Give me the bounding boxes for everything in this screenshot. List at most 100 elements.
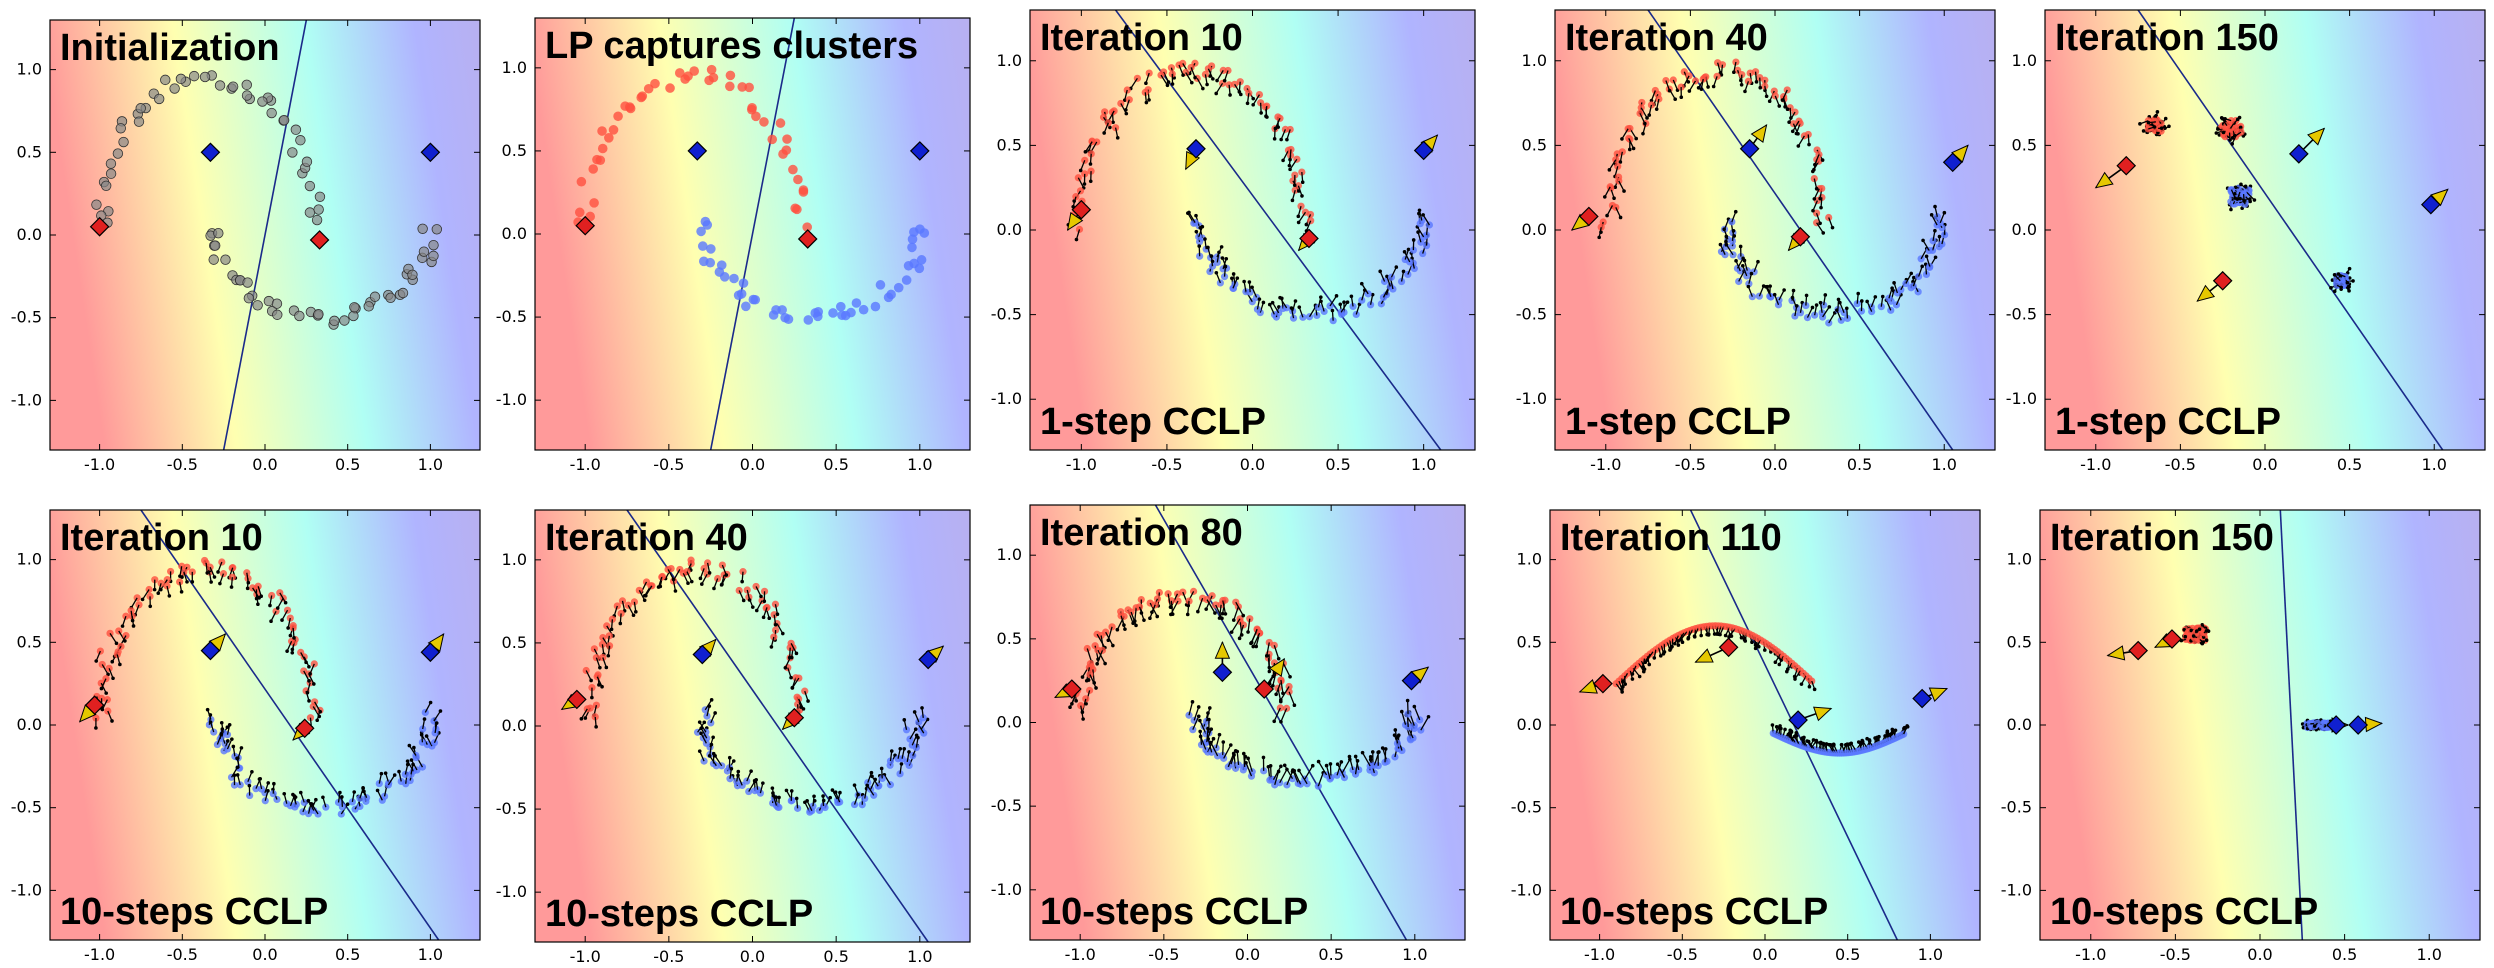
arrow-tip: [1170, 612, 1175, 616]
arrow-tip: [2346, 285, 2350, 290]
arrow-tip: [2204, 629, 2209, 633]
data-point: [133, 116, 145, 127]
data-point: [252, 300, 263, 311]
arrow-tip: [1144, 100, 1149, 105]
arrow-tip: [1220, 256, 1225, 260]
arrow-tip: [609, 627, 614, 632]
plot-area: [2106, 510, 2384, 940]
arrow-tip: [707, 571, 712, 575]
gradient-arrow: [308, 673, 315, 685]
data-point: [914, 263, 925, 274]
gradient-arrow: [1379, 271, 1386, 282]
data-point: [846, 307, 856, 318]
data-point: [401, 770, 409, 779]
arrow-tip: [754, 608, 759, 613]
arrow-tip: [232, 773, 237, 777]
arrow-tip: [1376, 750, 1380, 755]
gradient-arrow: [871, 775, 879, 787]
arrow-tip: [1662, 650, 1667, 654]
arrow-tip: [2163, 116, 2168, 121]
data-point: [220, 254, 231, 265]
gradient-arrow: [100, 682, 107, 694]
arrow-tip: [2347, 289, 2351, 293]
arrow-tip: [1304, 222, 1309, 227]
gradient-arrow: [286, 640, 293, 652]
y-tick-label: -1.0: [2006, 389, 2037, 408]
arrow-tip: [2214, 131, 2219, 135]
arrow-tip: [110, 719, 114, 723]
data-point: [741, 301, 751, 312]
label-arrow-head: [1928, 687, 1949, 702]
arrow-tip: [140, 597, 145, 602]
data-point: [608, 125, 619, 135]
gradient-arrow: [686, 571, 693, 582]
data-point: [1189, 726, 1197, 734]
arrow-tip: [736, 769, 741, 774]
labeled-point-red: [2212, 270, 2233, 291]
arrow-tip: [1257, 297, 1262, 301]
gradient-arrow: [1282, 663, 1291, 678]
arrow-tip: [1620, 137, 1624, 141]
gradient-arrow: [1284, 764, 1294, 780]
gradient-arrow: [2245, 191, 2255, 201]
arrow-tip: [1185, 612, 1190, 617]
gradient-arrow: [1621, 128, 1629, 140]
arrow-tip: [1676, 643, 1681, 647]
arrow-tip: [256, 602, 260, 607]
arrow-tip: [1111, 120, 1115, 125]
arrow-tip: [120, 624, 125, 628]
arrow-tip: [1727, 635, 1731, 639]
gradient-arrow: [699, 721, 707, 733]
gradient-arrow: [1608, 159, 1617, 171]
arrow-tip: [1818, 221, 1822, 226]
gradient-arrow: [1272, 765, 1282, 780]
arrow-tip: [1785, 107, 1790, 112]
data-point: [808, 807, 816, 815]
panel-method-label: 10-steps CCLP: [545, 893, 813, 935]
arrow-tip: [1335, 762, 1340, 767]
arrow-tip: [761, 615, 766, 620]
arrow-tip: [1740, 263, 1745, 268]
arrow-tip: [167, 594, 172, 598]
data-point: [792, 204, 802, 215]
arrow-tip: [1844, 306, 1849, 311]
arrow-tip: [209, 580, 213, 584]
data-point: [1314, 782, 1322, 790]
data-point: [736, 289, 747, 299]
arrow-tip: [1658, 654, 1663, 658]
arrow-tip: [246, 580, 251, 585]
gradient-arrow: [776, 623, 784, 634]
arrow-tip: [2138, 122, 2142, 126]
data-point: [1608, 201, 1617, 210]
data-point: [835, 301, 846, 312]
data-point: [2237, 128, 2245, 136]
y-tick-label: 1.0: [1517, 550, 1542, 569]
arrow-tip: [220, 727, 225, 731]
gradient-arrow: [1218, 604, 1222, 619]
panel-title: Iteration 80: [1040, 512, 1243, 554]
arrow-tip: [1738, 244, 1743, 249]
arrow-tip: [1739, 82, 1744, 87]
arrow-tip: [709, 698, 714, 702]
arrow-tip: [1607, 168, 1612, 172]
plot-background: [1030, 10, 1475, 450]
arrow-tip: [1215, 78, 1219, 83]
arrow-tip: [1250, 285, 1254, 290]
data-point: [1287, 145, 1295, 154]
y-tick-label: 1.0: [1522, 51, 1547, 70]
gradient-arrow: [100, 678, 107, 689]
data-point: [118, 136, 129, 148]
data-point: [1340, 774, 1349, 782]
gradient-arrow: [1280, 686, 1290, 701]
x-tick-label: 1.0: [1932, 455, 1957, 474]
arrow-tip: [1762, 648, 1767, 652]
arrow-tip: [749, 769, 753, 773]
arrow-tip: [1794, 304, 1799, 308]
data-point: [703, 712, 711, 720]
gradient-arrow: [1650, 90, 1656, 101]
arrow-tip: [1827, 305, 1832, 309]
data-point: [1417, 726, 1425, 734]
data-point: [813, 306, 824, 317]
x-tick-label: -0.5: [653, 455, 684, 474]
arrow-tip: [879, 766, 884, 771]
